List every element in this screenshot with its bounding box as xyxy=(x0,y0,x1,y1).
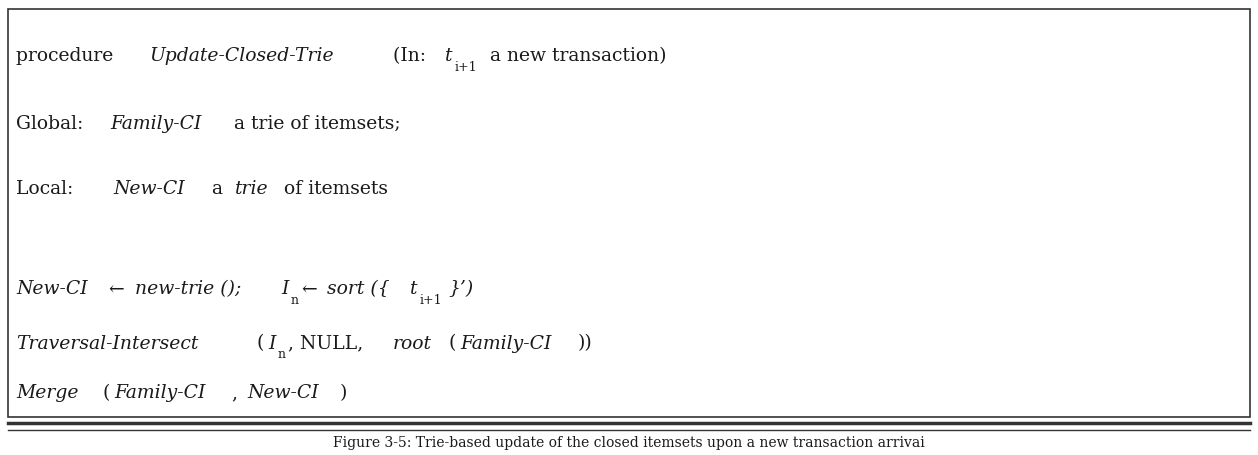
Text: I: I xyxy=(268,334,276,352)
Text: t: t xyxy=(410,279,418,298)
Text: Update-Closed-Trie: Update-Closed-Trie xyxy=(150,47,335,65)
Text: New-CI: New-CI xyxy=(248,384,318,402)
Text: , NULL,: , NULL, xyxy=(288,334,370,352)
Text: ,: , xyxy=(231,384,244,402)
Text: n: n xyxy=(291,293,299,306)
Text: Figure 3-5: Trie-based update of the closed itemsets upon a new transaction arri: Figure 3-5: Trie-based update of the clo… xyxy=(333,435,925,449)
Text: trie: trie xyxy=(235,180,269,198)
Text: Traversal-Intersect: Traversal-Intersect xyxy=(16,334,199,352)
Text: ): ) xyxy=(340,384,347,402)
Text: i+1: i+1 xyxy=(454,61,477,73)
Text: t: t xyxy=(445,47,453,65)
Text: (: ( xyxy=(443,334,457,352)
Text: Family-CI: Family-CI xyxy=(460,334,552,352)
Text: New-CI: New-CI xyxy=(16,279,88,298)
Text: (: ( xyxy=(252,334,264,352)
Text: sort ({: sort ({ xyxy=(322,279,390,298)
Text: new-trie ();: new-trie (); xyxy=(128,279,248,298)
Text: Family-CI: Family-CI xyxy=(111,115,203,132)
Text: a new transaction): a new transaction) xyxy=(484,47,667,65)
Text: I: I xyxy=(282,279,289,298)
FancyBboxPatch shape xyxy=(8,10,1250,417)
Text: )): )) xyxy=(577,334,593,352)
Text: a trie of itemsets;: a trie of itemsets; xyxy=(229,115,401,132)
Text: procedure: procedure xyxy=(16,47,120,65)
Text: root: root xyxy=(392,334,431,352)
Text: Global:: Global: xyxy=(16,115,89,132)
Text: i+1: i+1 xyxy=(419,293,442,306)
Text: }’): }’) xyxy=(449,279,474,298)
Text: (: ( xyxy=(97,384,111,402)
Text: ←: ← xyxy=(301,279,317,298)
Text: ←: ← xyxy=(108,279,125,298)
Text: Local:: Local: xyxy=(16,180,92,198)
Text: n: n xyxy=(278,348,286,361)
Text: Family-CI: Family-CI xyxy=(114,384,205,402)
Text: New-CI: New-CI xyxy=(113,180,185,198)
Text: of itemsets: of itemsets xyxy=(278,180,389,198)
Text: Merge: Merge xyxy=(16,384,79,402)
Text: a: a xyxy=(205,180,229,198)
Text: (In:: (In: xyxy=(387,47,431,65)
